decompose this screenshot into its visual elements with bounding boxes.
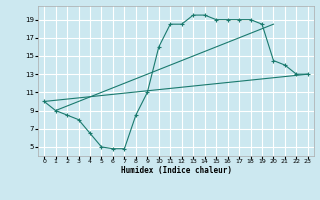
X-axis label: Humidex (Indice chaleur): Humidex (Indice chaleur)	[121, 166, 231, 175]
